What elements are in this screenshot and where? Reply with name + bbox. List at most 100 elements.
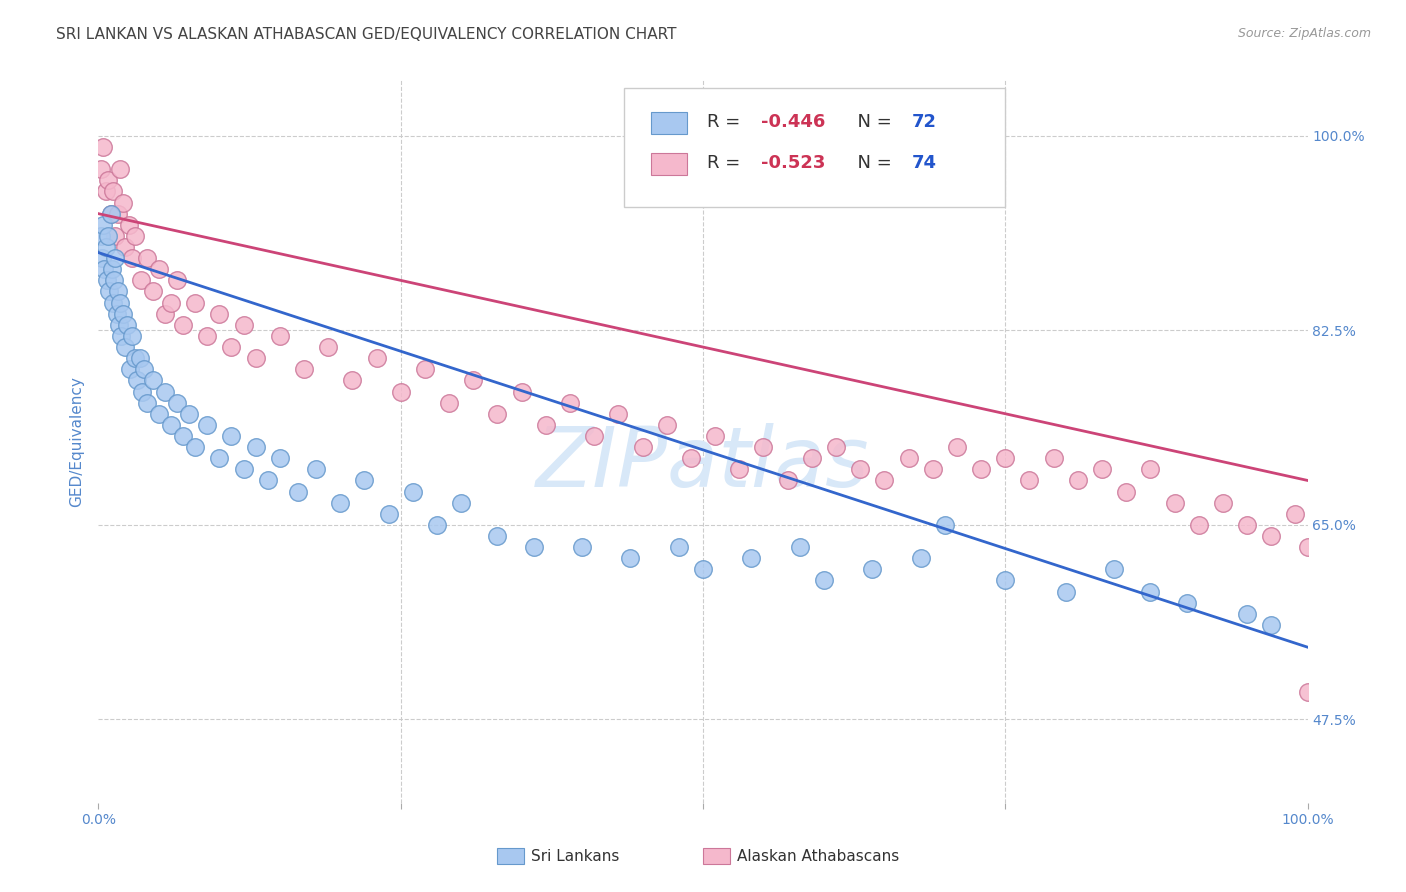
Point	[148, 262, 170, 277]
Point	[1139, 584, 1161, 599]
Point	[1236, 517, 1258, 532]
Point	[172, 318, 194, 332]
Point	[402, 484, 425, 499]
Point	[921, 462, 943, 476]
Point	[486, 407, 509, 421]
Point	[860, 562, 883, 576]
Point	[142, 285, 165, 299]
Text: R =: R =	[707, 113, 745, 131]
Point	[366, 351, 388, 366]
Point	[1296, 540, 1319, 554]
Point	[728, 462, 751, 476]
Text: R =: R =	[707, 154, 745, 172]
Point	[994, 451, 1017, 466]
Text: Source: ZipAtlas.com: Source: ZipAtlas.com	[1237, 27, 1371, 40]
Point	[100, 262, 122, 277]
Point	[148, 407, 170, 421]
Point	[94, 240, 117, 254]
Point	[873, 474, 896, 488]
Point	[114, 340, 136, 354]
Point	[110, 329, 132, 343]
Point	[619, 551, 641, 566]
Point	[437, 395, 460, 409]
Point	[121, 251, 143, 265]
Point	[607, 407, 630, 421]
Point	[800, 451, 823, 466]
Point	[534, 417, 557, 432]
Point	[103, 273, 125, 287]
Point	[142, 373, 165, 387]
Point	[94, 185, 117, 199]
Point	[104, 228, 127, 243]
Point	[111, 195, 134, 210]
Point	[256, 474, 278, 488]
Point	[184, 440, 207, 454]
Bar	[651, 153, 688, 175]
Point	[269, 451, 291, 466]
Point	[413, 362, 436, 376]
Point	[172, 429, 194, 443]
Point	[221, 340, 243, 354]
Point	[655, 417, 678, 432]
Point	[166, 395, 188, 409]
Point	[105, 307, 128, 321]
Text: 74: 74	[912, 154, 938, 172]
Point	[107, 207, 129, 221]
Point	[704, 429, 727, 443]
Point	[97, 228, 120, 243]
Point	[184, 295, 207, 310]
Point	[160, 295, 183, 310]
Point	[1102, 562, 1125, 576]
Point	[1260, 618, 1282, 632]
Point	[166, 273, 188, 287]
Point	[124, 228, 146, 243]
Point	[316, 340, 339, 354]
Point	[153, 384, 176, 399]
Point	[108, 162, 131, 177]
Point	[389, 384, 412, 399]
Point	[160, 417, 183, 432]
Text: ZIPatlas: ZIPatlas	[536, 423, 870, 504]
Point	[1188, 517, 1211, 532]
Point	[486, 529, 509, 543]
Point	[571, 540, 593, 554]
Point	[129, 273, 152, 287]
Point	[934, 517, 956, 532]
Point	[1236, 607, 1258, 621]
Point	[292, 362, 315, 376]
Text: SRI LANKAN VS ALASKAN ATHABASCAN GED/EQUIVALENCY CORRELATION CHART: SRI LANKAN VS ALASKAN ATHABASCAN GED/EQU…	[56, 27, 676, 42]
Text: Sri Lankans: Sri Lankans	[531, 849, 620, 863]
Point	[789, 540, 811, 554]
Point	[353, 474, 375, 488]
Point	[1042, 451, 1064, 466]
Text: Alaskan Athabascans: Alaskan Athabascans	[737, 849, 898, 863]
Point	[426, 517, 449, 532]
Point	[121, 329, 143, 343]
Point	[849, 462, 872, 476]
Point	[118, 362, 141, 376]
Point	[98, 285, 121, 299]
Point	[897, 451, 920, 466]
Point	[287, 484, 309, 499]
Point	[96, 273, 118, 287]
Point	[124, 351, 146, 366]
Point	[232, 462, 254, 476]
Point	[104, 251, 127, 265]
Point	[1091, 462, 1114, 476]
Bar	[651, 112, 688, 134]
Point	[946, 440, 969, 454]
Point	[631, 440, 654, 454]
Point	[1018, 474, 1040, 488]
Point	[208, 451, 231, 466]
Point	[179, 407, 201, 421]
Point	[377, 507, 399, 521]
Bar	[703, 848, 730, 864]
Point	[91, 218, 114, 232]
Point	[245, 440, 267, 454]
Point	[679, 451, 702, 466]
Point	[1067, 474, 1090, 488]
Point	[101, 295, 124, 310]
Point	[558, 395, 581, 409]
Point	[131, 384, 153, 399]
Point	[91, 251, 114, 265]
